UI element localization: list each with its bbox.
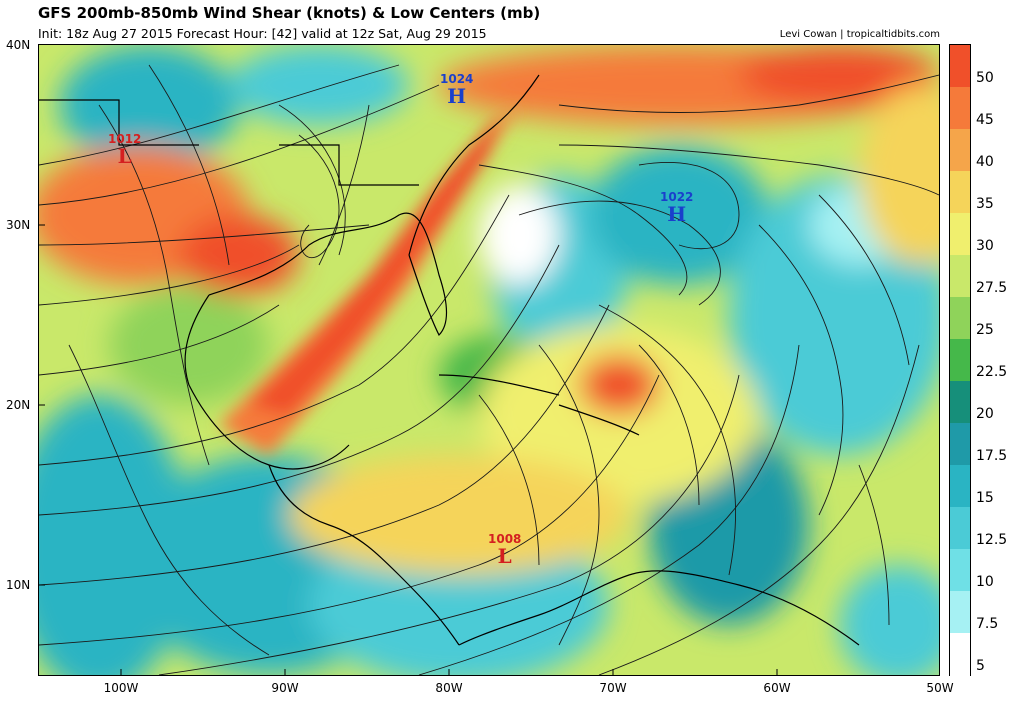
colorbar-segment — [950, 255, 970, 298]
streamlines — [39, 64, 939, 675]
low-center-1008: 1008 L — [488, 532, 521, 566]
colorbar-label: 10 — [976, 574, 994, 590]
colorbar-segment — [950, 465, 970, 508]
colorbar-label: 22.5 — [976, 364, 1008, 380]
colorbar-label: 7.5 — [976, 616, 999, 632]
colorbar-segment — [950, 549, 970, 592]
colorbar-label: 20 — [976, 406, 994, 422]
high-center-1024: 1024 H — [440, 72, 473, 106]
colorbar-segment — [950, 171, 970, 214]
colorbar-segment — [950, 129, 970, 172]
colorbar-label: 5 — [976, 658, 985, 674]
coastlines — [39, 74, 860, 646]
credit-text: Levi Cowan | tropicaltidbits.com — [779, 29, 940, 40]
colorbar-segment — [950, 591, 970, 634]
low-center-symbol: L — [117, 144, 132, 168]
shear-field — [39, 45, 939, 675]
colorbar-label: 30 — [976, 238, 994, 254]
colorbar-label: 35 — [976, 196, 994, 212]
jet-band — [219, 105, 519, 455]
colorbar-label: 15 — [976, 490, 994, 506]
lon-label-60w: 60W — [763, 681, 791, 695]
lat-label-30n: 30N — [6, 218, 31, 232]
high-center-symbol: H — [447, 84, 467, 108]
map-title: GFS 200mb-850mb Wind Shear (knots) & Low… — [38, 4, 541, 22]
colorbar-segment — [950, 45, 970, 88]
low-center-pressure: 1012 — [108, 132, 142, 146]
lat-label-10n: 10N — [6, 578, 31, 592]
colorbar — [949, 44, 971, 676]
colorbar-label: 17.5 — [976, 448, 1008, 464]
axis-ticks — [39, 224, 778, 675]
colorbar-segment — [950, 507, 970, 550]
high-center-pressure: 1024 — [440, 72, 474, 86]
lon-label-90w: 90W — [271, 681, 299, 695]
shear-map — [38, 44, 940, 676]
low-center-1012: 1012 L — [108, 132, 141, 166]
colorbar-label: 40 — [976, 154, 994, 170]
lon-label-100w: 100W — [103, 681, 139, 695]
lon-label-70w: 70W — [599, 681, 627, 695]
colorbar-label: 27.5 — [976, 280, 1008, 296]
colorbar-segment — [950, 381, 970, 424]
colorbar-segment — [950, 423, 970, 466]
high-center-pressure: 1022 — [660, 190, 694, 204]
colorbar-segment — [950, 213, 970, 256]
colorbar-segment — [950, 297, 970, 340]
high-center-1022: 1022 H — [660, 190, 693, 224]
colorbar-segment — [950, 633, 970, 676]
lat-label-40n: 40N — [6, 38, 31, 52]
shear-map-canvas — [39, 45, 939, 675]
low-center-pressure: 1008 — [488, 532, 522, 546]
map-subtitle: Init: 18z Aug 27 2015 Forecast Hour: [42… — [38, 26, 487, 41]
colorbar-label: 12.5 — [976, 532, 1008, 548]
lon-label-50w: 50W — [926, 681, 954, 695]
lon-label-80w: 80W — [435, 681, 463, 695]
colorbar-segment — [950, 339, 970, 382]
high-center-symbol: H — [667, 202, 687, 226]
colorbar-label: 45 — [976, 112, 994, 128]
colorbar-label: 25 — [976, 322, 994, 338]
lat-label-20n: 20N — [6, 398, 31, 412]
low-center-symbol: L — [497, 544, 512, 568]
colorbar-segment — [950, 87, 970, 130]
colorbar-label: 50 — [976, 70, 994, 86]
